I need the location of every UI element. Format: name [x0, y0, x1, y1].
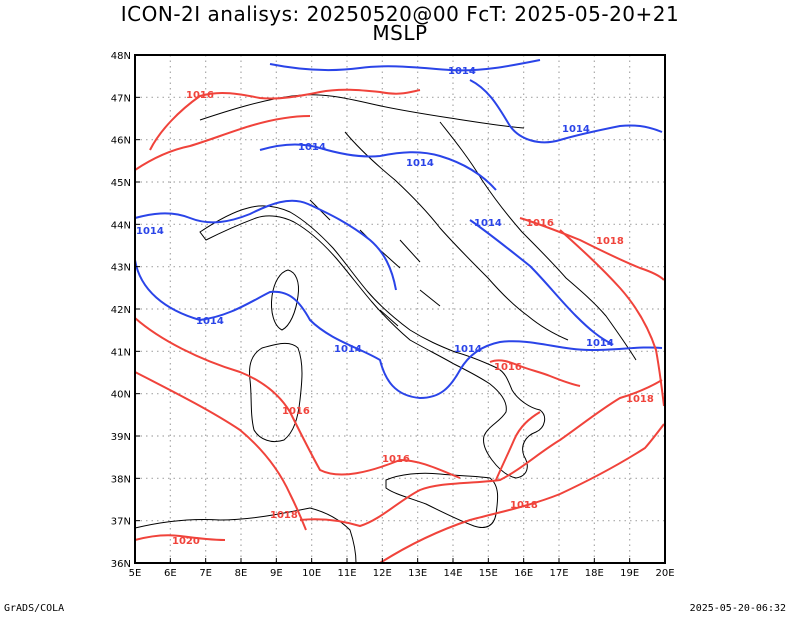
- lon-tick-label: 19E: [620, 568, 639, 579]
- tunisia-coast: [134, 507, 357, 564]
- isobar-1018-south: [379, 423, 665, 564]
- isobar-1016-balkan: [519, 217, 665, 281]
- lon-tick-label: 9E: [270, 568, 283, 579]
- contour-label-1014: 1014: [454, 344, 482, 355]
- lat-tick-label: 42N: [111, 305, 131, 316]
- lat-tick-label: 47N: [111, 93, 131, 104]
- lat-tick-label: 38N: [111, 474, 131, 485]
- contour-label-1018: 1018: [510, 500, 538, 511]
- lat-tick-label: 43N: [111, 263, 131, 274]
- contour-label-1020: 1020: [172, 536, 200, 547]
- alpine-borders: [199, 94, 525, 129]
- map-subtitle: MSLP: [372, 21, 428, 45]
- grid-lines: [135, 55, 665, 563]
- contour-label-1018: 1018: [626, 394, 654, 405]
- contour-label-1018: 1018: [596, 236, 624, 247]
- latitude-labels: 36N 37N 38N 39N 40N 41N 42N 43N 44N 45N 46N 47N 48N: [111, 51, 140, 570]
- isobar-1018-layer: [134, 229, 665, 564]
- isobar-1014-balkan: [469, 219, 613, 345]
- isobar-1014-north: [134, 199, 397, 291]
- isobar-1018-sicily: [495, 411, 541, 481]
- longitude-labels: 5E 6E 7E 8E 9E 10E 11E 12E 13E 14E 15E 16E 17E 18E 19E…: [129, 558, 675, 579]
- lon-tick-label: 6E: [164, 568, 177, 579]
- lon-tick-label: 17E: [549, 568, 568, 579]
- isobar-1016-alps-west: [149, 88, 421, 151]
- contour-label-1014: 1014: [474, 218, 502, 229]
- lat-tick-label: 37N: [111, 517, 131, 528]
- contour-label-1016: 1016: [382, 454, 410, 465]
- lon-tick-label: 18E: [585, 568, 604, 579]
- lon-tick-label: 10E: [302, 568, 321, 579]
- contour-label-1016: 1016: [282, 406, 310, 417]
- contour-label-1014: 1014: [136, 226, 164, 237]
- isobar-1020-southwest: [134, 534, 226, 541]
- lon-tick-label: 11E: [337, 568, 356, 579]
- contour-label-1014: 1014: [196, 316, 224, 327]
- balkan-coast: [439, 121, 637, 361]
- isobar-1014-west: [134, 259, 663, 400]
- isobar-1016-sea: [134, 317, 461, 479]
- inner-borders: [309, 199, 441, 327]
- lat-tick-label: 48N: [111, 51, 131, 62]
- isobar-1016-alps-south: [134, 115, 311, 171]
- contour-label-1018: 1018: [270, 510, 298, 521]
- isobar-1016-calabria: [489, 359, 581, 387]
- corsica-coast: [271, 269, 299, 331]
- lon-tick-label: 12E: [373, 568, 392, 579]
- lat-tick-label: 44N: [111, 220, 131, 231]
- contour-label-1016: 1016: [494, 362, 522, 373]
- lon-tick-label: 20E: [655, 568, 674, 579]
- isobar-1020-layer: [134, 534, 226, 541]
- contour-label-1016: 1016: [526, 218, 554, 229]
- isobar-1016-south: [299, 379, 663, 528]
- lon-tick-label: 7E: [199, 568, 212, 579]
- lon-tick-label: 16E: [514, 568, 533, 579]
- contour-label-1014: 1014: [448, 66, 476, 77]
- isobar-1014-alps: [259, 143, 497, 191]
- contour-labels: 1014 1014 1014 1014 1014 1014 1014 1014 …: [136, 66, 654, 547]
- isobar-1014-top: [269, 59, 541, 72]
- contour-label-1014: 1014: [562, 124, 590, 135]
- lon-tick-label: 14E: [443, 568, 462, 579]
- isobar-1014-east: [469, 79, 663, 144]
- lat-tick-label: 45N: [111, 178, 131, 189]
- adriatic-coast: [344, 131, 569, 341]
- contour-label-1014: 1014: [406, 158, 434, 169]
- lon-tick-label: 8E: [235, 568, 248, 579]
- italy-coastline: [199, 205, 546, 479]
- contour-label-1014: 1014: [298, 142, 326, 153]
- lat-tick-label: 36N: [111, 559, 131, 570]
- lon-tick-label: 5E: [129, 568, 142, 579]
- footer-credit: GrADS/COLA: [4, 603, 65, 614]
- contour-label-1014: 1014: [586, 338, 614, 349]
- lat-tick-label: 40N: [111, 390, 131, 401]
- map-title: ICON-2I analisys: 20250520@00 FcT: 2025-…: [120, 2, 680, 26]
- contour-label-1014: 1014: [334, 344, 362, 355]
- isobar-1014-layer: [134, 59, 663, 400]
- isobar-1018-west: [134, 371, 307, 531]
- sardinia-coast: [249, 342, 303, 443]
- isobar-1018-east: [559, 229, 665, 407]
- lat-tick-label: 39N: [111, 432, 131, 443]
- lat-tick-label: 46N: [111, 136, 131, 147]
- footer-timestamp: 2025-05-20-06:32: [689, 603, 786, 614]
- contour-label-1016: 1016: [186, 90, 214, 101]
- lon-tick-label: 15E: [479, 568, 498, 579]
- lon-tick-label: 13E: [408, 568, 427, 579]
- lat-tick-label: 41N: [111, 347, 131, 358]
- isobar-1016-layer: [134, 88, 665, 528]
